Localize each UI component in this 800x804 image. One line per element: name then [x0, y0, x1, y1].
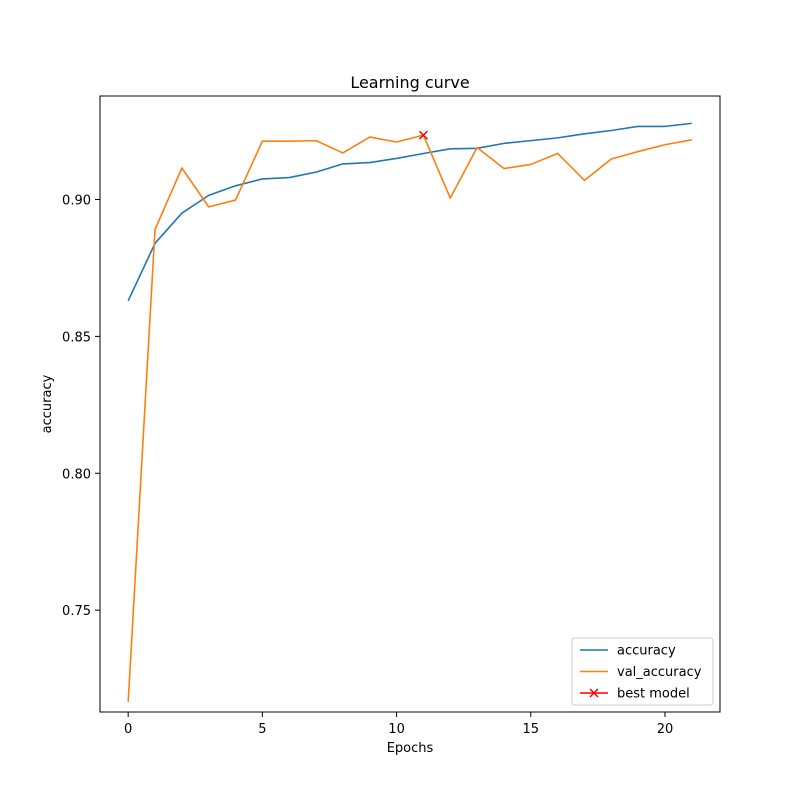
y-axis-label: accuracy — [40, 374, 55, 433]
series-line-accuracy — [127, 122, 692, 302]
legend-label-best-model: best model — [617, 687, 690, 702]
x-tick-label: 20 — [657, 722, 674, 737]
x-tick-label: 0 — [124, 722, 132, 737]
best-model-marker — [418, 130, 428, 140]
x-tick-label: 15 — [523, 722, 540, 737]
x-tick-label: 10 — [388, 722, 405, 737]
best-model-marker-stroke — [418, 130, 428, 140]
x-tick-label: 5 — [258, 722, 266, 737]
legend-box — [571, 637, 714, 706]
series-line-val-accuracy — [127, 134, 692, 702]
y-tick-label: 0.90 — [62, 193, 91, 208]
legend-marker-stroke — [589, 688, 599, 698]
plot-frame — [99, 95, 721, 713]
legend-label-accuracy: accuracy — [617, 644, 676, 659]
legend-label-val-accuracy: val_accuracy — [617, 665, 702, 680]
x-axis-label: Epochs — [387, 741, 434, 756]
chart-title: Learning curve — [350, 73, 469, 92]
x-axis-ticks: 0 5 10 15 20 — [124, 712, 673, 737]
plot-lines — [127, 122, 692, 702]
y-tick-label: 0.75 — [62, 604, 91, 619]
y-tick-label: 0.80 — [62, 467, 91, 482]
y-axis-ticks: 0.75 0.80 0.85 0.90 — [62, 193, 100, 619]
y-tick-label: 0.85 — [62, 330, 91, 345]
